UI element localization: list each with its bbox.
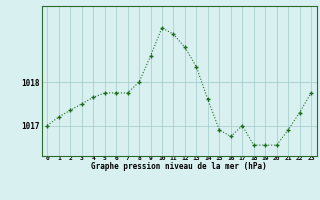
X-axis label: Graphe pression niveau de la mer (hPa): Graphe pression niveau de la mer (hPa) [91, 162, 267, 171]
